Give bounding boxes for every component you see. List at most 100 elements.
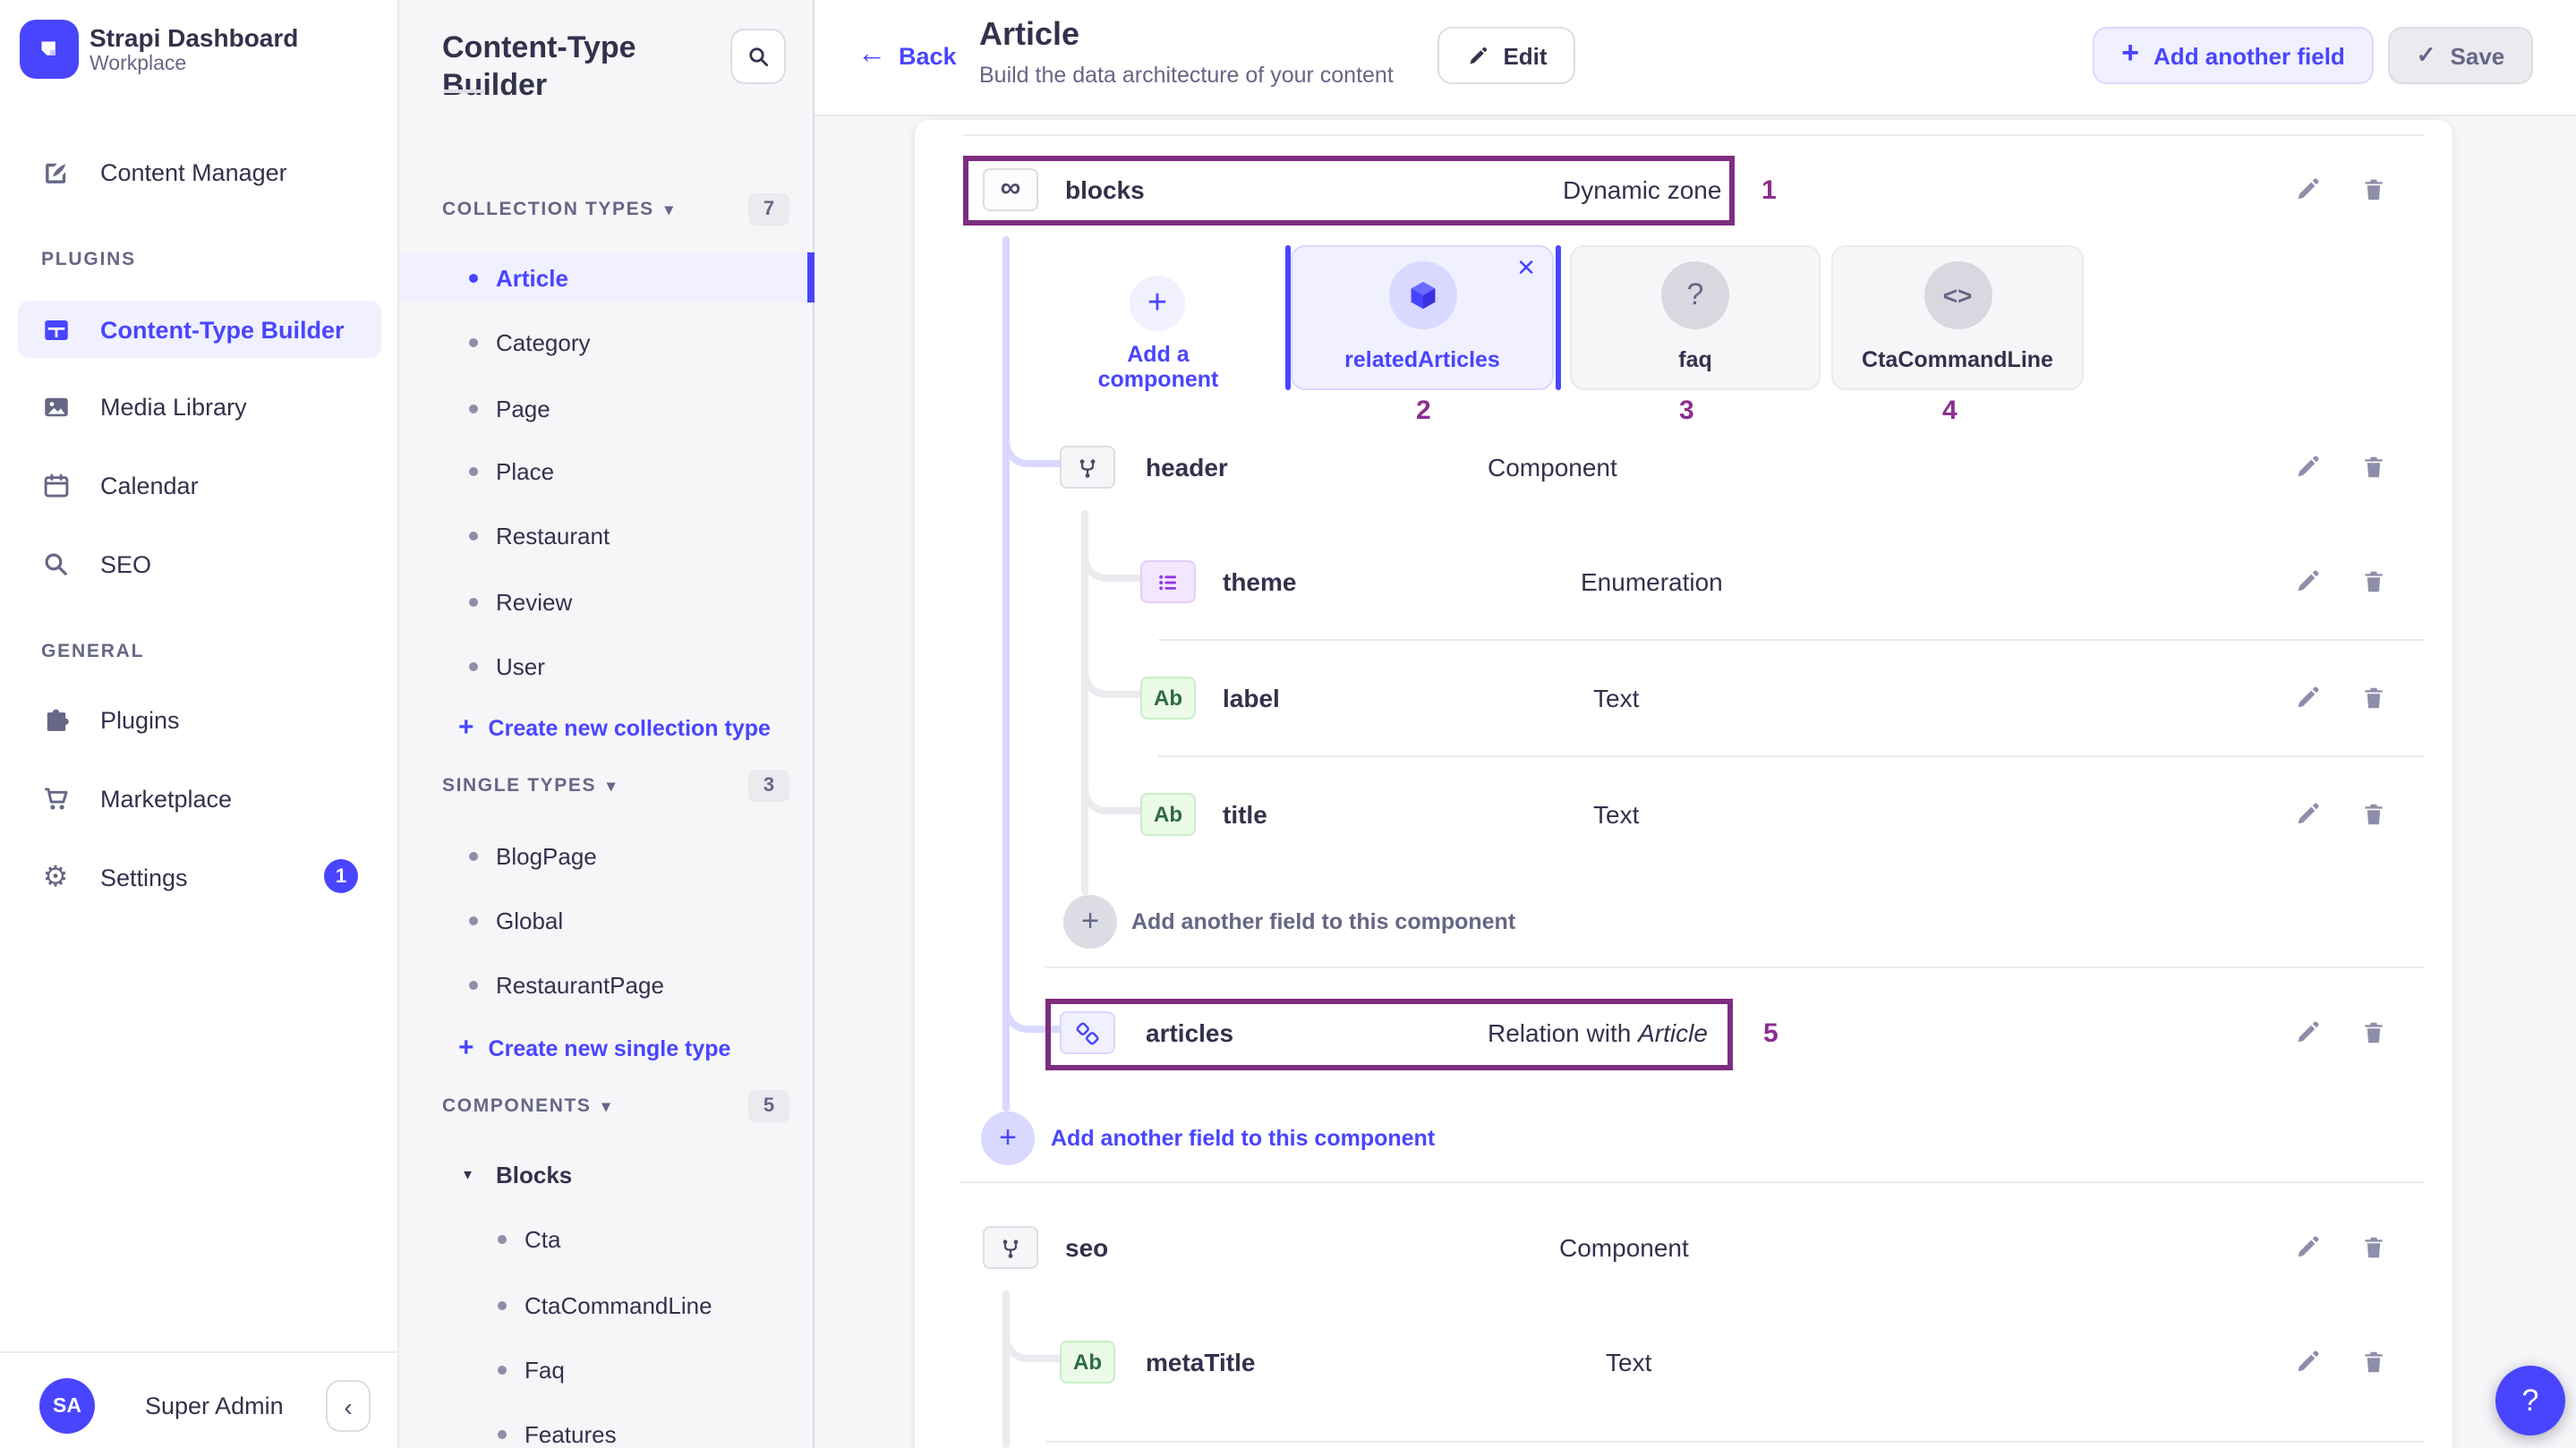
sidebar-item-review[interactable]: Review <box>399 576 815 626</box>
nav-item-media-library[interactable]: Media Library <box>0 378 399 435</box>
delete-field-icon[interactable] <box>2359 1348 2388 1376</box>
delete-field-icon[interactable] <box>2359 175 2388 204</box>
user-name: Super Admin <box>145 1393 284 1419</box>
help-button[interactable]: ? <box>2495 1366 2565 1435</box>
field-type: Text <box>1593 800 1640 829</box>
field-name: metaTitle <box>1146 1348 1256 1376</box>
sidebar-item-ctacommandline[interactable]: CtaCommandLine <box>399 1280 815 1330</box>
component-icon <box>983 1226 1038 1269</box>
edit-field-icon[interactable] <box>2293 1348 2322 1376</box>
nav-item-content-type-builder[interactable]: Content-Type Builder <box>0 301 399 358</box>
plus-icon: + <box>458 1033 474 1063</box>
sidebar-item-restaurantpage[interactable]: RestaurantPage <box>399 959 815 1009</box>
delete-field-icon[interactable] <box>2359 684 2388 712</box>
app-title: Strapi Dashboard <box>90 23 299 52</box>
sidebar-item-restaurant[interactable]: Restaurant <box>399 510 815 560</box>
field-type: Relation with Article <box>1488 1018 1708 1047</box>
delete-field-icon[interactable] <box>2359 567 2388 596</box>
component-chip-relatedarticles[interactable]: relatedArticles ✕ <box>1291 245 1554 390</box>
strapi-logo-icon <box>41 41 55 55</box>
nav-label: Media Library <box>100 393 247 420</box>
sidebar-item-faq[interactable]: Faq <box>399 1344 815 1394</box>
question-mark-icon: ? <box>1661 261 1729 329</box>
create-collection-type-link[interactable]: + Create new collection type <box>458 712 771 743</box>
nav-item-settings[interactable]: ⚙ Settings 1 <box>0 848 399 906</box>
delete-field-icon[interactable] <box>2359 453 2388 481</box>
add-field-to-component-label[interactable]: Add another field to this component <box>1131 909 1516 934</box>
add-field-to-dynamic-zone-button[interactable]: + <box>981 1112 1035 1165</box>
single-types-header[interactable]: SINGLE TYPES ▾ <box>442 775 617 796</box>
add-another-field-button[interactable]: + Add another field <box>2093 27 2374 84</box>
builder-sidebar: Content-Type Builder COLLECTION TYPES ▾ … <box>399 0 815 1448</box>
sidebar-item-blogpage[interactable]: BlogPage <box>399 830 815 881</box>
edit-field-icon[interactable] <box>2293 175 2322 204</box>
nav-item-plugins[interactable]: Plugins <box>0 691 399 748</box>
sidebar-item-category[interactable]: Category <box>399 317 815 367</box>
edit-field-icon[interactable] <box>2293 1233 2322 1262</box>
delete-field-icon[interactable] <box>2359 1018 2388 1047</box>
search-button[interactable] <box>730 29 786 84</box>
back-link[interactable]: ← Back <box>857 39 957 70</box>
strapi-logo[interactable] <box>20 20 79 79</box>
content-type-builder-icon <box>39 313 72 345</box>
nav-item-calendar[interactable]: Calendar <box>0 456 399 514</box>
text-field-icon: Ab <box>1060 1341 1115 1384</box>
main-content: ← Back Article Build the data architectu… <box>815 0 2576 1448</box>
sidebar-item-article[interactable]: Article <box>399 252 815 302</box>
delete-field-icon[interactable] <box>2359 800 2388 829</box>
nav-item-content-manager[interactable]: Content Manager <box>0 143 399 200</box>
sidebar-item-place[interactable]: Place <box>399 446 815 496</box>
edit-button[interactable]: Edit <box>1437 27 1575 84</box>
sidebar-item-global[interactable]: Global <box>399 895 815 945</box>
add-component-button[interactable]: + <box>1130 276 1185 331</box>
code-icon: <> <box>1923 261 1992 329</box>
question-mark-icon: ? <box>2521 1383 2539 1417</box>
delete-field-icon[interactable] <box>2359 1233 2388 1262</box>
user-avatar[interactable]: SA <box>39 1378 95 1434</box>
components-header[interactable]: COMPONENTS ▾ <box>442 1095 611 1117</box>
dynamic-zone-tree-line <box>1002 236 1010 1112</box>
component-chip-ctacommandline[interactable]: <> CtaCommandLine <box>1831 245 2084 390</box>
save-button[interactable]: ✓ Save <box>2388 27 2533 84</box>
component-group-blocks[interactable]: ▾ Blocks <box>464 1161 573 1188</box>
create-single-type-link[interactable]: + Create new single type <box>458 1033 731 1063</box>
field-type: Component <box>1488 453 1617 481</box>
field-type: Enumeration <box>1581 567 1723 596</box>
edit-field-icon[interactable] <box>2293 800 2322 829</box>
sidebar-item-features[interactable]: Features <box>399 1409 815 1448</box>
component-chip-faq[interactable]: ? faq <box>1570 245 1821 390</box>
component-chip-label: CtaCommandLine <box>1862 347 2053 372</box>
sidebar-footer-divider <box>0 1351 399 1353</box>
edit-field-icon[interactable] <box>2293 684 2322 712</box>
nav-label: Content Manager <box>100 158 287 185</box>
add-component-label[interactable]: Add a component <box>1097 342 1219 392</box>
field-type: Text <box>1606 1348 1652 1376</box>
remove-component-icon[interactable]: ✕ <box>1516 254 1536 281</box>
sidebar-collapse-button[interactable]: ‹ <box>326 1380 371 1432</box>
section-label: COMPONENTS <box>442 1095 592 1117</box>
pencil-icon <box>1469 46 1487 64</box>
components-count: 5 <box>748 1090 789 1122</box>
add-field-to-dynamic-zone-label[interactable]: Add another field to this component <box>1051 1126 1436 1151</box>
sidebar-item-user[interactable]: User <box>399 641 815 691</box>
field-name: label <box>1223 684 1280 712</box>
chevron-down-icon: ▾ <box>664 200 675 217</box>
annotation-number: 1 <box>1761 175 1777 206</box>
collection-types-header[interactable]: COLLECTION TYPES ▾ <box>442 199 674 220</box>
field-name: articles <box>1146 1018 1234 1047</box>
field-type: Text <box>1593 684 1640 712</box>
sidebar-item-cta[interactable]: Cta <box>399 1214 815 1264</box>
edit-field-icon[interactable] <box>2293 453 2322 481</box>
sidebar-item-page[interactable]: Page <box>399 383 815 433</box>
chevron-left-icon: ‹ <box>344 1392 353 1420</box>
arrow-left-icon: ← <box>857 39 886 70</box>
edit-field-icon[interactable] <box>2293 1018 2322 1047</box>
component-chip-label: relatedArticles <box>1344 347 1500 372</box>
edit-field-icon[interactable] <box>2293 567 2322 596</box>
nav-item-seo[interactable]: SEO <box>0 535 399 592</box>
nav-item-marketplace[interactable]: Marketplace <box>0 770 399 827</box>
component-icon <box>1060 446 1115 489</box>
collection-types-count: 7 <box>748 193 789 226</box>
add-field-to-component-button[interactable]: + <box>1063 895 1117 949</box>
